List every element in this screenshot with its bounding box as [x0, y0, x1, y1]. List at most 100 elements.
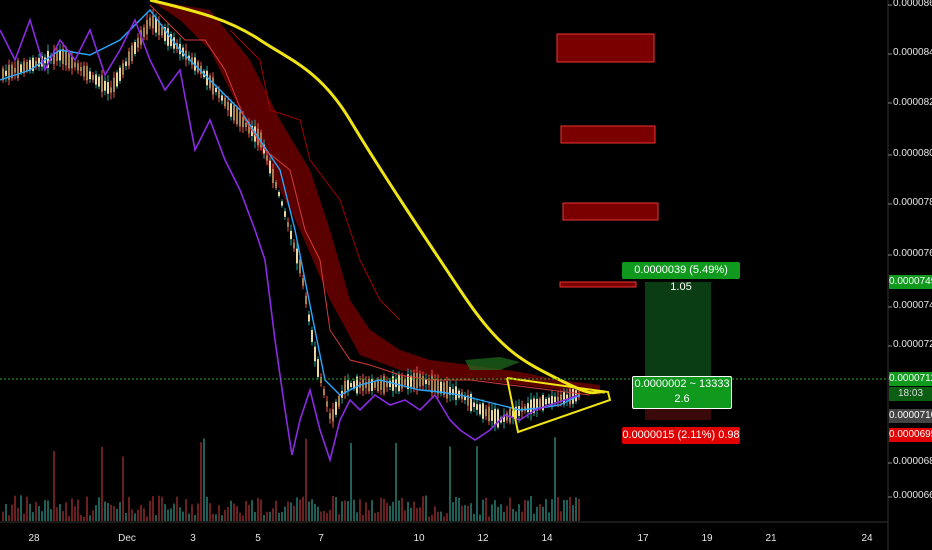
- candle-body: [323, 388, 325, 396]
- candle-body: [284, 211, 286, 217]
- candle-body: [317, 359, 319, 377]
- volume-bar: [164, 504, 166, 521]
- volume-bar: [419, 507, 421, 521]
- volume-bar: [428, 516, 430, 521]
- candle-body: [485, 408, 487, 417]
- candle-body: [278, 191, 280, 197]
- loss-label[interactable]: 0.0000015 (2.11%) 0.98: [622, 427, 740, 444]
- candle-body: [107, 82, 109, 94]
- candle-body: [515, 406, 517, 419]
- supply-zone-1[interactable]: [556, 33, 655, 63]
- triangle-pattern: [506, 377, 612, 434]
- volume-bar: [557, 496, 559, 521]
- volume-bar: [188, 513, 190, 521]
- volume-bar: [500, 504, 502, 521]
- candle-body: [194, 57, 196, 71]
- candle-body: [59, 50, 61, 61]
- candle-body: [218, 90, 220, 98]
- volume-bar: [329, 509, 331, 521]
- candle-body: [332, 409, 334, 422]
- volume-bar: [449, 446, 451, 521]
- candle-body: [164, 27, 166, 41]
- candle-body: [281, 201, 283, 206]
- candle-body: [227, 101, 229, 111]
- volume-bar: [218, 505, 220, 521]
- candle-body: [563, 391, 565, 405]
- volume-bar: [422, 496, 424, 521]
- candle-body: [455, 386, 457, 400]
- date-label: 19: [701, 533, 713, 544]
- volume-bar: [515, 511, 517, 521]
- volume-bar: [146, 516, 148, 521]
- candle-body: [95, 74, 97, 85]
- volume-bar: [119, 502, 121, 521]
- volume-bar: [272, 508, 274, 521]
- candle-body: [335, 401, 337, 415]
- candle-body: [320, 376, 322, 384]
- stop-price-badge: 0.0000695: [889, 428, 932, 442]
- volume-bar: [446, 513, 448, 521]
- volume-bar: [578, 498, 580, 521]
- candle-body: [224, 97, 226, 107]
- volume-bar: [467, 505, 469, 521]
- position-summary[interactable]: 0.0000002 ~ 13333 2.6: [632, 376, 732, 409]
- candle-body: [125, 61, 127, 66]
- date-label: 24: [861, 533, 873, 544]
- volume-bar: [68, 516, 70, 521]
- candle-body: [452, 389, 454, 395]
- volume-bar: [116, 508, 118, 521]
- candle-body: [413, 372, 415, 389]
- volume-bar: [560, 511, 562, 521]
- candle-body: [524, 406, 526, 411]
- cloud-green-patch: [465, 357, 520, 370]
- candle-body: [566, 394, 568, 401]
- candle-body: [467, 394, 469, 406]
- candle-body: [266, 155, 268, 161]
- candle-body: [419, 373, 421, 387]
- volume-bar: [314, 503, 316, 521]
- volume-bar: [503, 511, 505, 521]
- supply-zone-4[interactable]: [559, 281, 637, 288]
- candle-body: [425, 379, 427, 385]
- volume-bar: [101, 446, 103, 521]
- volume-bar: [107, 503, 109, 521]
- volume-bar: [437, 511, 439, 521]
- candle-body: [314, 346, 316, 362]
- volume-bar: [452, 502, 454, 521]
- volume-bar: [203, 438, 205, 521]
- candle-body: [551, 395, 553, 404]
- volume-bar: [527, 500, 529, 521]
- candle-body: [26, 61, 28, 71]
- profit-zone[interactable]: [645, 282, 711, 381]
- volume-bar: [245, 501, 247, 521]
- volume-bar: [131, 509, 133, 521]
- candle-body: [185, 50, 187, 60]
- candle-body: [149, 17, 151, 27]
- volume-bar: [110, 504, 112, 521]
- volume-bar: [257, 497, 259, 521]
- volume-bar: [281, 512, 283, 521]
- candle-body: [296, 248, 298, 264]
- candle-body: [440, 381, 442, 394]
- volume-bar: [260, 499, 262, 521]
- candle-body: [497, 409, 499, 428]
- candle-body: [71, 56, 73, 69]
- candle-body: [233, 105, 235, 121]
- candle-body: [65, 51, 67, 66]
- profit-label[interactable]: 0.0000039 (5.49%) 1.05: [622, 262, 740, 293]
- candle-body: [389, 380, 391, 388]
- candle-body: [92, 74, 94, 80]
- candle-body: [14, 67, 16, 73]
- supply-zone-2[interactable]: [560, 125, 656, 144]
- volume-bar: [572, 505, 574, 521]
- candle-body: [98, 76, 100, 87]
- entry-price-badge: 0.0000710: [889, 409, 932, 423]
- volume-bar: [569, 497, 571, 521]
- supply-zone-3[interactable]: [562, 202, 659, 221]
- price-axis-ticks: [888, 4, 892, 498]
- candle-body: [533, 398, 535, 413]
- volume-bar: [434, 506, 436, 521]
- date-label: 3: [190, 533, 196, 544]
